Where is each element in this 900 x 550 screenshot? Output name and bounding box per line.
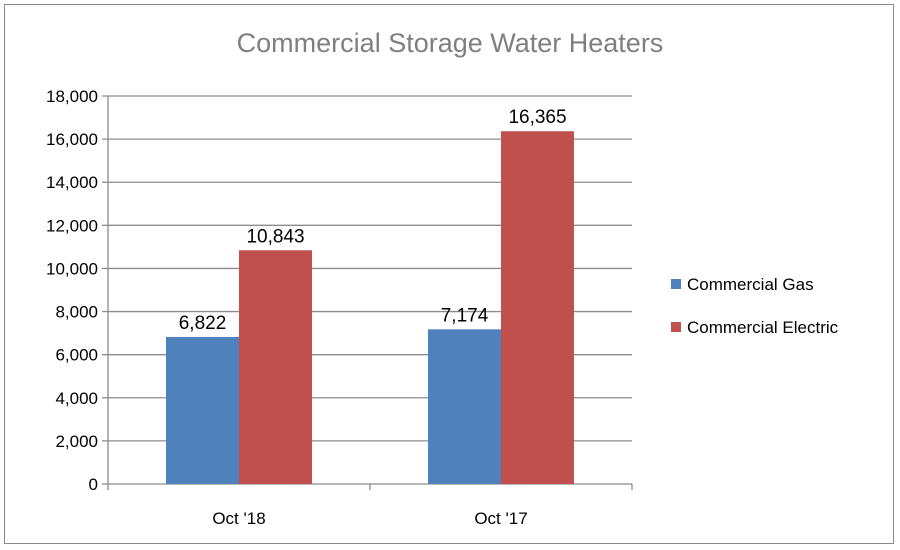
y-tick-label: 6,000 [55, 346, 98, 365]
x-axis-categories: Oct '18 Oct '17 [212, 509, 527, 528]
y-tick-label: 2,000 [55, 432, 98, 451]
y-tick-label: 8,000 [55, 303, 98, 322]
legend-label: Commercial Electric [687, 318, 839, 337]
bar [239, 250, 312, 484]
data-label: 10,843 [246, 226, 304, 247]
bars [166, 131, 574, 484]
bar [166, 336, 239, 484]
bar [501, 131, 574, 484]
data-labels: 6,822 10,843 7,174 16,365 [179, 107, 567, 334]
legend-swatch [671, 279, 681, 289]
chart-title: Commercial Storage Water Heaters [237, 28, 664, 58]
x-category-label: Oct '17 [474, 509, 527, 528]
y-axis-ticks: 0 2,000 4,000 6,000 8,000 10,000 12,000 14,000 1… [46, 87, 108, 494]
legend-label: Commercial Gas [687, 275, 814, 294]
data-label: 6,822 [179, 313, 227, 334]
legend: Commercial Gas Commercial Electric [671, 275, 839, 337]
data-label: 16,365 [508, 107, 566, 128]
legend-swatch [671, 322, 681, 332]
bar [428, 329, 501, 484]
data-label: 7,174 [441, 305, 489, 326]
y-tick-label: 12,000 [46, 216, 98, 235]
y-tick-label: 18,000 [46, 87, 98, 106]
y-tick-label: 10,000 [46, 259, 98, 278]
y-tick-label: 4,000 [55, 389, 98, 408]
y-tick-label: 16,000 [46, 130, 98, 149]
y-tick-label: 0 [89, 475, 98, 494]
y-tick-label: 14,000 [46, 173, 98, 192]
x-category-label: Oct '18 [212, 509, 265, 528]
